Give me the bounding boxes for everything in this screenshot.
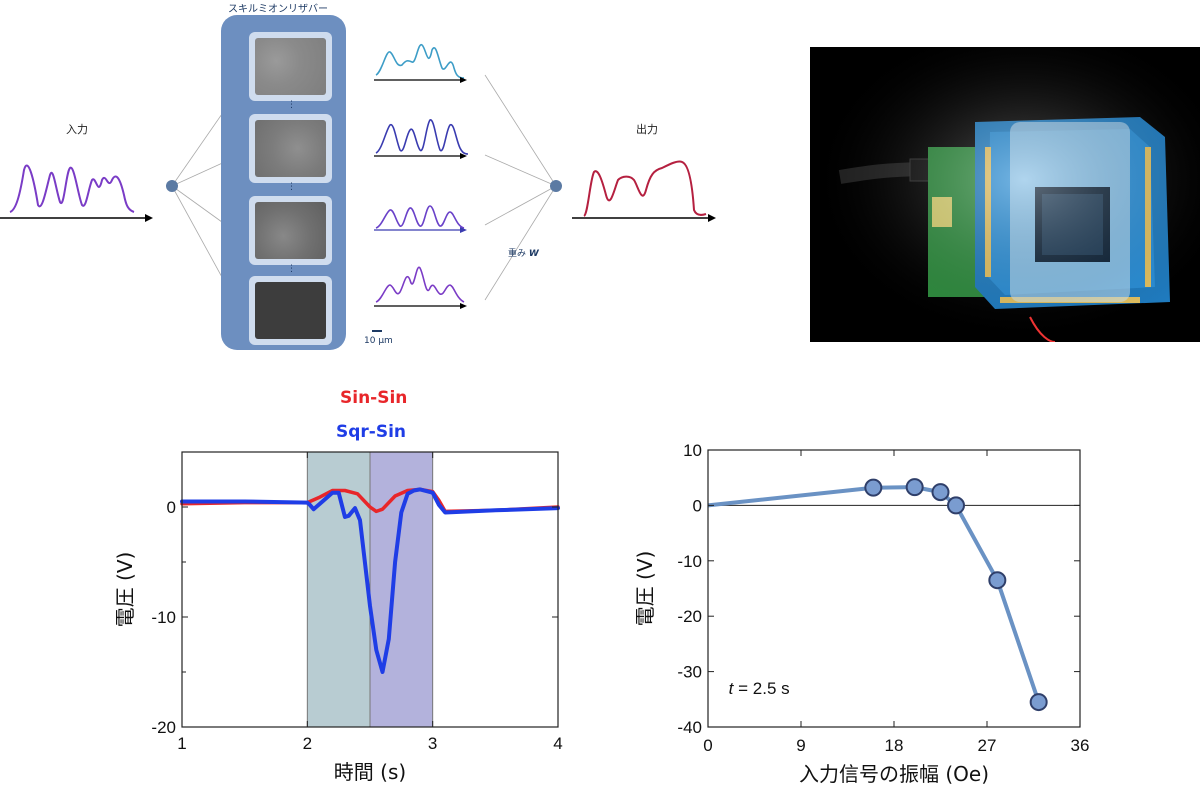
ellipsis-icon: ⋮ xyxy=(287,264,296,274)
voltage-vs-time-chart: 1 2 3 4 0 -10 -20 時間 (s) 電圧 (V) xyxy=(113,451,563,784)
legend-sin-sin: Sin-Sin xyxy=(340,388,408,408)
x-tick-label: 1 xyxy=(177,734,186,753)
plot-frame xyxy=(181,451,559,728)
weight-label: 重み W xyxy=(508,246,539,259)
x-tick-label: 36 xyxy=(1071,736,1090,755)
data-point xyxy=(931,483,950,502)
data-point xyxy=(864,478,883,497)
x-tick-label: 2 xyxy=(303,734,312,753)
x-axis-title: 入力信号の振幅 (Oe) xyxy=(799,762,989,786)
reservoir-title: スキルミオンリザバー xyxy=(228,4,328,15)
skyrmion-image-3 xyxy=(249,196,332,265)
weight-symbol: W xyxy=(528,249,539,259)
data-point xyxy=(905,478,924,497)
y-tick-label: 0 xyxy=(693,496,702,515)
data-point xyxy=(1029,693,1048,712)
scale-bar-label: 10 μm xyxy=(364,336,393,346)
series-line-sin-sin xyxy=(180,487,560,514)
x-tick-label: 4 xyxy=(553,734,562,753)
x-tick-label: 18 xyxy=(885,736,904,755)
y-tick-label: 0 xyxy=(167,498,176,517)
y-axis-title: 電圧 (V) xyxy=(113,552,137,628)
x-tick-label: 27 xyxy=(978,736,997,755)
shaded-region-2 xyxy=(369,451,434,728)
data-point xyxy=(988,571,1007,590)
y-tick-label: -30 xyxy=(677,663,702,682)
reservoir-waveforms xyxy=(374,44,469,309)
skyrmion-image-2 xyxy=(249,114,332,183)
output-fan-lines xyxy=(484,74,562,301)
input-label: 入力 xyxy=(66,123,88,136)
ellipsis-icon: ⋮ xyxy=(287,182,296,192)
voltage-vs-amplitude-chart: 0 9 18 27 36 10 0 -10 -20 -30 -40 t = 2.5 s 入力信号の振幅 … xyxy=(633,441,1090,786)
y-tick-label: -10 xyxy=(151,608,176,627)
device-illustration xyxy=(810,47,1200,343)
x-tick-label: 3 xyxy=(428,734,437,753)
legend-sqr-sin: Sqr-Sin xyxy=(336,422,407,442)
time-annotation: t = 2.5 s xyxy=(729,679,790,698)
skyrmion-image-1 xyxy=(249,32,332,101)
time-annotation-var: t xyxy=(729,679,735,698)
y-tick-label: -40 xyxy=(677,718,702,737)
weight-label-jp: 重み xyxy=(508,249,527,259)
x-tick-label: 0 xyxy=(703,736,712,755)
y-axis-title: 電圧 (V) xyxy=(633,551,657,627)
y-tick-label: -20 xyxy=(151,718,176,737)
x-axis-title: 時間 (s) xyxy=(334,760,406,784)
data-point xyxy=(947,496,965,515)
scale-bar xyxy=(372,330,382,332)
series-line xyxy=(707,485,1041,703)
y-tick-label: 10 xyxy=(683,441,702,460)
time-annotation-value: = 2.5 s xyxy=(733,679,789,698)
skyrmion-image-4 xyxy=(249,276,332,345)
x-tick-label: 9 xyxy=(796,736,805,755)
output-label: 出力 xyxy=(636,123,658,136)
device-photo xyxy=(810,47,1200,343)
series-line-sqr-sin xyxy=(180,487,560,674)
output-waveform xyxy=(572,160,716,222)
input-waveform xyxy=(0,164,153,222)
ellipsis-icon: ⋮ xyxy=(287,100,296,110)
y-tick-label: -20 xyxy=(677,607,702,626)
y-tick-label: -10 xyxy=(677,552,702,571)
